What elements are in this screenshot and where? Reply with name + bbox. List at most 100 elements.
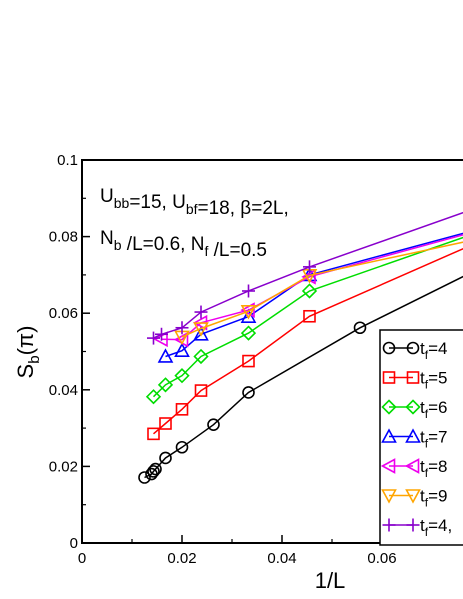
series-line bbox=[181, 241, 463, 338]
legend-label-rest: =8 bbox=[428, 457, 447, 476]
text-run: /L=0.6, N bbox=[122, 234, 205, 255]
data-point bbox=[193, 322, 209, 337]
legend-marker-left bbox=[381, 428, 397, 443]
data-point bbox=[242, 284, 255, 298]
y-tick-label: 0.04 bbox=[49, 382, 78, 399]
series-layer bbox=[138, 211, 463, 484]
legend-label-rest: =5 bbox=[428, 369, 447, 388]
legend-item: tf=5 bbox=[382, 369, 447, 392]
legend-marker-left bbox=[382, 341, 396, 355]
data-point bbox=[175, 403, 189, 416]
y-axis-label: Sb(π) bbox=[13, 326, 43, 379]
legend-label: tf=4, bbox=[420, 516, 452, 539]
subscript: bb bbox=[114, 195, 130, 211]
legend-marker-right bbox=[405, 428, 421, 443]
legend-item: tf=4 bbox=[382, 339, 447, 362]
data-point bbox=[193, 326, 209, 341]
text-run: =18, β=2L, bbox=[198, 198, 289, 219]
legend-marker-right bbox=[406, 518, 420, 532]
series-3 bbox=[145, 236, 463, 405]
data-point bbox=[242, 386, 255, 399]
text-run: =15, U bbox=[129, 192, 186, 213]
data-point bbox=[175, 321, 189, 335]
legend-marker-right bbox=[406, 371, 420, 384]
annotation-params-line1: Ubb=15, Ubf=18, β=2L, bbox=[100, 186, 289, 219]
text-run: /L=0.5 bbox=[208, 240, 267, 261]
legend-label-sub: f bbox=[425, 496, 429, 510]
legend-label-main: t bbox=[420, 398, 425, 417]
legend-marker-left bbox=[381, 489, 397, 504]
data-point bbox=[240, 302, 255, 318]
legend-marker-right bbox=[406, 341, 420, 355]
legend-marker-left bbox=[381, 399, 397, 415]
legend-label-sub: f bbox=[425, 525, 429, 539]
y-axis-label-arg: (π) bbox=[13, 326, 38, 356]
legend-label: tf=6 bbox=[420, 398, 447, 421]
data-point bbox=[207, 418, 220, 431]
text-run: N bbox=[100, 228, 114, 249]
text-run: U bbox=[100, 186, 114, 207]
data-point bbox=[147, 427, 160, 441]
data-point bbox=[157, 348, 174, 363]
legend-label-main: t bbox=[420, 516, 425, 535]
data-point bbox=[303, 309, 316, 323]
y-tick-label: 0.08 bbox=[49, 229, 78, 246]
series-line bbox=[165, 232, 463, 358]
legend-label-rest: =9 bbox=[428, 487, 447, 506]
legend: tf=4tf=5tf=6tf=7tf=8tf=9tf=4, bbox=[379, 329, 463, 546]
data-point bbox=[174, 342, 190, 358]
legend-item: tf=4, bbox=[382, 516, 452, 539]
legend-item: tf=6 bbox=[381, 398, 447, 421]
y-tick-label: 0.02 bbox=[49, 458, 78, 475]
legend-marker-right bbox=[405, 489, 421, 504]
data-point bbox=[194, 384, 208, 397]
data-point bbox=[353, 321, 367, 335]
legend-label-sub: f bbox=[425, 348, 429, 362]
legend-label-rest: =4, bbox=[428, 516, 452, 535]
legend-marker-left bbox=[380, 458, 396, 474]
data-point bbox=[147, 331, 160, 345]
series-1 bbox=[138, 275, 463, 484]
y-axis-label-sub: b bbox=[26, 355, 43, 363]
data-point bbox=[194, 305, 208, 319]
y-axis-label-main: S bbox=[13, 364, 38, 379]
data-point bbox=[174, 367, 190, 384]
data-point bbox=[159, 451, 172, 465]
legend-label-sub: f bbox=[425, 437, 429, 451]
axes-layer: 00.020.040.060.000.020.040.060.080.1 bbox=[49, 152, 433, 567]
x-tick-label: 0.04 bbox=[267, 550, 296, 567]
data-point bbox=[193, 348, 209, 365]
series-line bbox=[153, 247, 463, 435]
legend-label-sub: f bbox=[425, 378, 429, 392]
legend-label-sub: f bbox=[425, 407, 429, 421]
data-point bbox=[242, 354, 255, 368]
data-point bbox=[240, 304, 257, 320]
data-point bbox=[157, 377, 174, 393]
data-point bbox=[303, 260, 316, 274]
data-point bbox=[138, 471, 151, 484]
legend-label: tf=9 bbox=[420, 487, 447, 510]
x-axis-label: 1/L bbox=[315, 568, 346, 593]
legend-marker-left bbox=[382, 371, 396, 384]
series-line bbox=[152, 236, 463, 398]
legend-label-main: t bbox=[420, 457, 425, 476]
data-point bbox=[175, 440, 189, 454]
legend-label-main: t bbox=[420, 369, 425, 388]
x-tick-label: 0 bbox=[78, 550, 86, 567]
legend-label-rest: =6 bbox=[428, 398, 447, 417]
legend-label-main: t bbox=[420, 339, 425, 358]
legend-label-sub: f bbox=[425, 466, 429, 480]
series-7 bbox=[147, 211, 463, 345]
legend-label: tf=4 bbox=[420, 339, 447, 362]
legend-label: tf=5 bbox=[420, 369, 447, 392]
data-point bbox=[240, 325, 257, 341]
legend-label-main: t bbox=[420, 428, 425, 447]
x-tick-label: 0.02 bbox=[167, 550, 196, 567]
legend-marker-right bbox=[404, 458, 420, 474]
legend-marker-right bbox=[405, 399, 421, 415]
data-point bbox=[149, 462, 162, 476]
y-tick-label: 0.06 bbox=[49, 305, 78, 322]
subscript: f bbox=[204, 243, 208, 259]
data-point bbox=[155, 327, 168, 341]
